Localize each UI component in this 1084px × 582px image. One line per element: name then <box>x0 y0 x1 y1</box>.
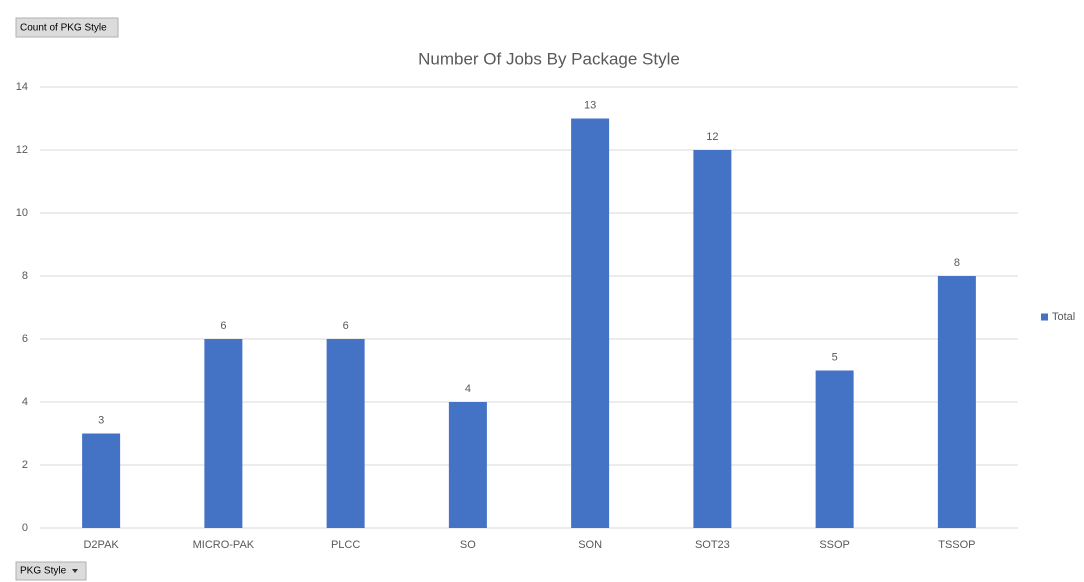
pivot-value-label: Count of PKG Style <box>20 23 107 34</box>
data-label: 4 <box>465 383 471 395</box>
data-label: 6 <box>220 320 226 332</box>
data-label: 6 <box>343 320 349 332</box>
x-tick-label: SSOP <box>819 539 850 551</box>
x-tick-label: PLCC <box>331 539 360 551</box>
data-label: 3 <box>98 414 104 426</box>
y-tick-label: 12 <box>16 144 28 156</box>
legend-swatch <box>1041 313 1048 321</box>
data-label: 5 <box>832 351 838 363</box>
x-tick-label: SON <box>578 539 602 551</box>
x-tick-label: TSSOP <box>938 539 975 551</box>
y-tick-label: 2 <box>22 459 28 471</box>
dropdown-arrow <box>72 569 78 573</box>
chart-title: Number Of Jobs By Package Style <box>418 49 680 68</box>
data-label: 12 <box>706 131 718 143</box>
y-tick-label: 14 <box>16 81 28 93</box>
y-tick-label: 6 <box>22 333 28 345</box>
bar <box>82 433 121 528</box>
x-tick-label: D2PAK <box>83 539 119 551</box>
x-tick-label: SO <box>460 539 476 551</box>
bar <box>937 276 976 528</box>
pivot-row-label: PKG Style <box>20 566 67 577</box>
bar <box>815 370 854 528</box>
pivot-row-button[interactable] <box>15 561 87 581</box>
data-label: 13 <box>584 99 596 111</box>
x-tick-label: MICRO-PAK <box>193 539 255 551</box>
data-label: 8 <box>954 257 960 269</box>
y-tick-label: 8 <box>22 270 28 282</box>
bar <box>448 402 487 528</box>
bar <box>571 118 610 528</box>
x-tick-label: SOT23 <box>695 539 730 551</box>
pivot-value-button[interactable] <box>15 17 119 38</box>
y-tick-label: 4 <box>22 396 28 408</box>
bar <box>204 339 243 528</box>
y-tick-label: 10 <box>16 207 28 219</box>
legend-label: Total <box>1052 311 1075 323</box>
bar <box>693 150 732 528</box>
bar <box>326 339 365 528</box>
y-tick-label: 0 <box>22 522 28 534</box>
